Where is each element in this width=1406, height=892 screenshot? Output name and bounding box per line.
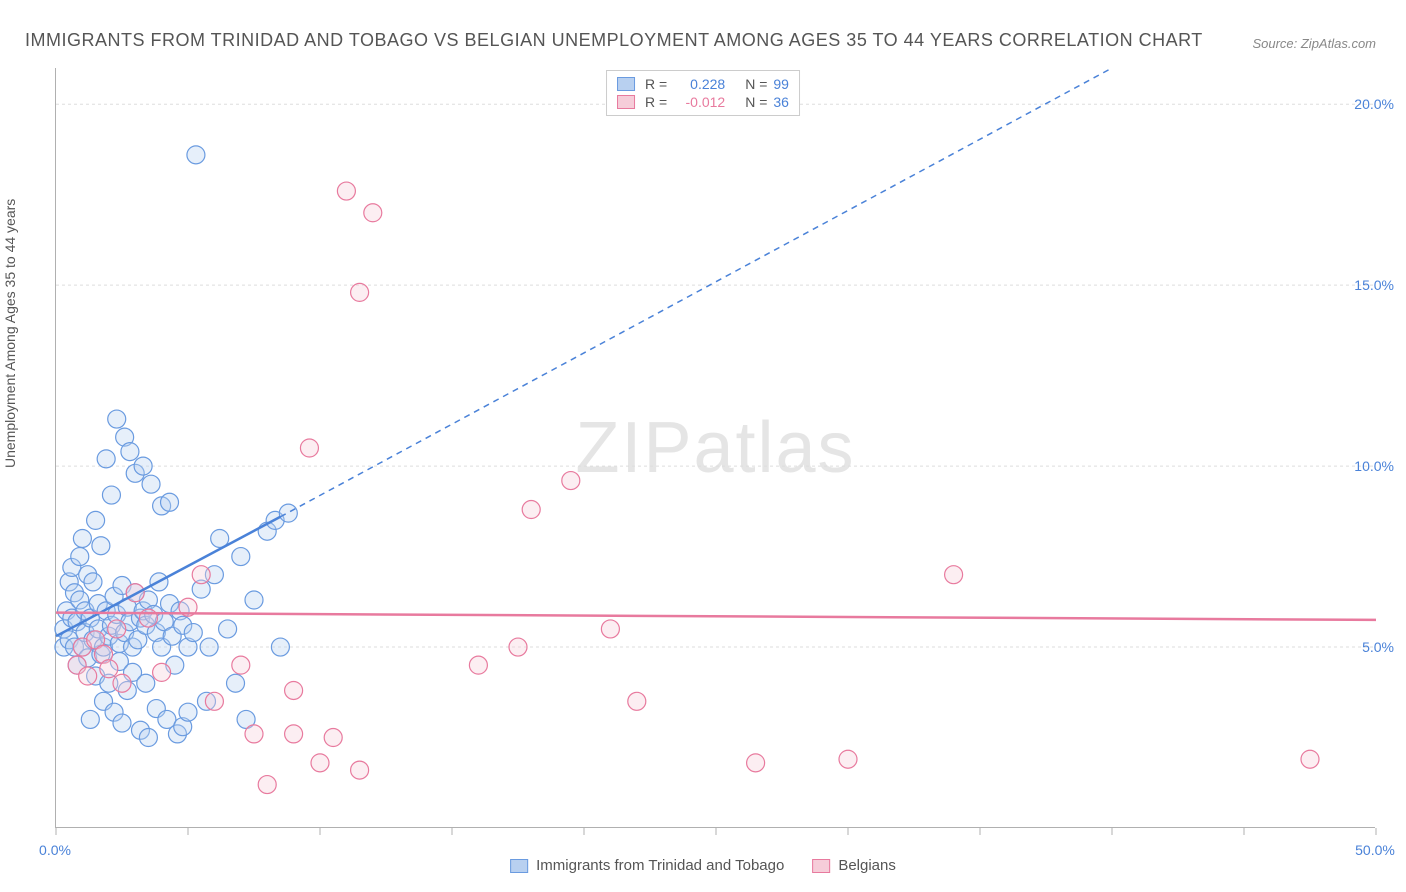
trend-line xyxy=(56,613,1376,620)
trend-line-extrapolated xyxy=(280,68,1112,517)
scatter-point xyxy=(71,548,89,566)
legend-swatch xyxy=(617,77,635,91)
scatter-point xyxy=(522,501,540,519)
x-tick-label: 0.0% xyxy=(39,842,71,858)
scatter-point xyxy=(161,493,179,511)
y-axis-label: Unemployment Among Ages 35 to 44 years xyxy=(2,199,18,468)
scatter-point xyxy=(628,692,646,710)
scatter-point xyxy=(245,591,263,609)
scatter-point xyxy=(108,410,126,428)
scatter-point xyxy=(324,729,342,747)
scatter-point xyxy=(102,486,120,504)
scatter-point xyxy=(121,443,139,461)
scatter-point xyxy=(232,548,250,566)
scatter-point xyxy=(945,566,963,584)
scatter-point xyxy=(139,609,157,627)
legend-series-label: Belgians xyxy=(838,857,896,874)
scatter-point xyxy=(509,638,527,656)
scatter-point xyxy=(100,660,118,678)
scatter-point xyxy=(285,681,303,699)
legend-swatch xyxy=(510,859,528,873)
scatter-point xyxy=(187,146,205,164)
scatter-point xyxy=(200,638,218,656)
scatter-point xyxy=(205,692,223,710)
r-label: R = xyxy=(645,94,667,110)
scatter-point xyxy=(601,620,619,638)
scatter-point xyxy=(92,537,110,555)
n-label: N = xyxy=(745,76,767,92)
scatter-point xyxy=(219,620,237,638)
r-value: 0.228 xyxy=(673,76,725,92)
scatter-point xyxy=(337,182,355,200)
scatter-point xyxy=(311,754,329,772)
correlation-legend: R = 0.228 N = 99 R = -0.012 N = 36 xyxy=(606,70,800,116)
scatter-point xyxy=(300,439,318,457)
scatter-point xyxy=(84,573,102,591)
legend-stat-row: R = -0.012 N = 36 xyxy=(617,93,789,111)
scatter-point xyxy=(562,472,580,490)
legend-series-item: Belgians xyxy=(812,857,896,874)
y-tick-label: 10.0% xyxy=(1354,458,1394,474)
scatter-point xyxy=(285,725,303,743)
legend-series-label: Immigrants from Trinidad and Tobago xyxy=(536,857,784,874)
scatter-point xyxy=(184,624,202,642)
scatter-point xyxy=(258,776,276,794)
y-tick-label: 5.0% xyxy=(1362,639,1394,655)
scatter-point xyxy=(113,674,131,692)
legend-series-item: Immigrants from Trinidad and Tobago xyxy=(510,857,784,874)
scatter-point xyxy=(192,566,210,584)
r-value: -0.012 xyxy=(673,94,725,110)
legend-swatch xyxy=(617,95,635,109)
scatter-point xyxy=(137,674,155,692)
scatter-point xyxy=(142,475,160,493)
legend-swatch xyxy=(812,859,830,873)
legend-stat-row: R = 0.228 N = 99 xyxy=(617,75,789,93)
n-value: 36 xyxy=(773,94,789,110)
source-attribution: Source: ZipAtlas.com xyxy=(1252,36,1376,51)
scatter-plot-svg xyxy=(56,68,1375,827)
n-value: 99 xyxy=(773,76,789,92)
y-tick-label: 15.0% xyxy=(1354,277,1394,293)
scatter-point xyxy=(139,729,157,747)
x-tick-label: 50.0% xyxy=(1355,842,1395,858)
scatter-point xyxy=(839,750,857,768)
scatter-point xyxy=(113,714,131,732)
scatter-point xyxy=(245,725,263,743)
scatter-point xyxy=(179,703,197,721)
scatter-point xyxy=(153,663,171,681)
scatter-point xyxy=(351,283,369,301)
scatter-point xyxy=(232,656,250,674)
scatter-point xyxy=(134,457,152,475)
r-label: R = xyxy=(645,76,667,92)
scatter-point xyxy=(81,710,99,728)
scatter-point xyxy=(97,450,115,468)
scatter-point xyxy=(227,674,245,692)
chart-title: IMMIGRANTS FROM TRINIDAD AND TOBAGO VS B… xyxy=(25,30,1203,51)
scatter-point xyxy=(364,204,382,222)
scatter-point xyxy=(469,656,487,674)
scatter-point xyxy=(747,754,765,772)
plot-area: ZIPatlas xyxy=(55,68,1375,828)
scatter-point xyxy=(73,529,91,547)
scatter-point xyxy=(108,620,126,638)
scatter-point xyxy=(351,761,369,779)
series-legend: Immigrants from Trinidad and Tobago Belgi… xyxy=(510,857,896,874)
scatter-point xyxy=(1301,750,1319,768)
y-tick-label: 20.0% xyxy=(1354,96,1394,112)
n-label: N = xyxy=(745,94,767,110)
scatter-point xyxy=(79,667,97,685)
scatter-point xyxy=(279,504,297,522)
scatter-point xyxy=(271,638,289,656)
scatter-point xyxy=(87,511,105,529)
